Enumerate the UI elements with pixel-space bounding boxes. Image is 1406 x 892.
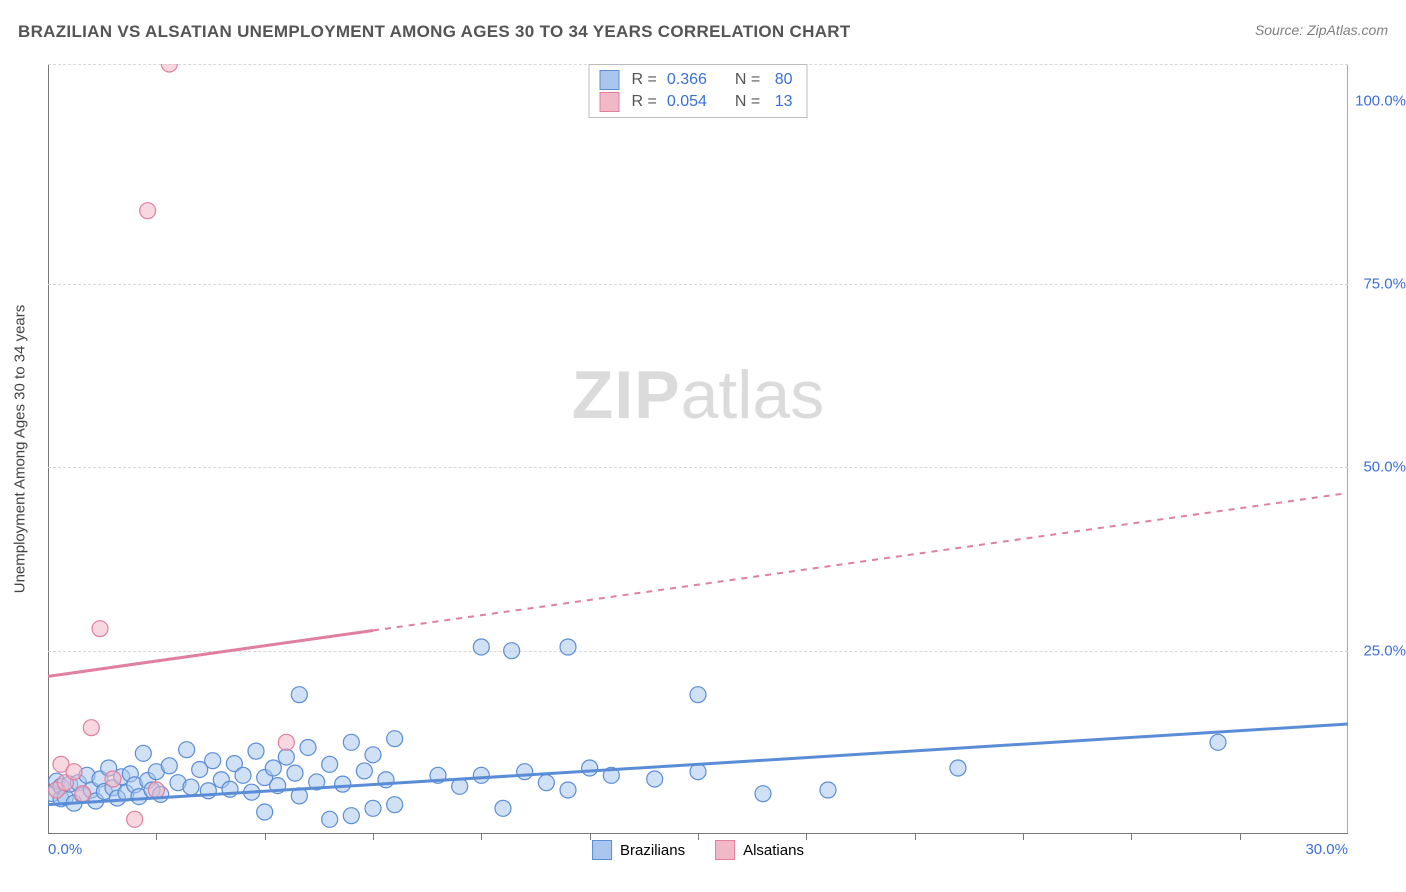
scatter-point bbox=[161, 64, 177, 72]
scatter-point bbox=[504, 643, 520, 659]
x-tick-mark bbox=[156, 834, 157, 840]
legend-r-label: R = bbox=[632, 71, 657, 89]
y-tick-label: 100.0% bbox=[1355, 92, 1406, 109]
scatter-point bbox=[473, 767, 489, 783]
legend-item: Brazilians bbox=[592, 840, 685, 860]
scatter-point bbox=[205, 753, 221, 769]
scatter-point bbox=[335, 776, 351, 792]
scatter-point bbox=[495, 800, 511, 816]
y-axis-label: Unemployment Among Ages 30 to 34 years bbox=[12, 305, 29, 594]
scatter-point bbox=[287, 765, 303, 781]
legend-label: Alsatians bbox=[743, 842, 804, 859]
scatter-point bbox=[365, 747, 381, 763]
x-tick-label: 0.0% bbox=[48, 841, 82, 858]
scatter-point bbox=[473, 639, 489, 655]
legend-row: R = 0.366 N = 80 bbox=[600, 69, 793, 91]
scatter-point bbox=[235, 767, 251, 783]
x-tick-label: 30.0% bbox=[1305, 841, 1348, 858]
scatter-point bbox=[265, 760, 281, 776]
scatter-svg bbox=[48, 64, 1348, 834]
y-tick-label: 50.0% bbox=[1363, 459, 1406, 476]
scatter-point bbox=[183, 779, 199, 795]
x-tick-mark bbox=[806, 834, 807, 840]
scatter-point bbox=[278, 749, 294, 765]
scatter-point bbox=[356, 763, 372, 779]
scatter-point bbox=[755, 786, 771, 802]
x-tick-mark bbox=[915, 834, 916, 840]
legend-n-value: 13 bbox=[770, 93, 792, 111]
scatter-point bbox=[1210, 734, 1226, 750]
legend-item: Alsatians bbox=[715, 840, 804, 860]
source-attribution: Source: ZipAtlas.com bbox=[1255, 22, 1388, 38]
legend-n-label: N = bbox=[735, 93, 760, 111]
scatter-point bbox=[148, 782, 164, 798]
scatter-point bbox=[300, 739, 316, 755]
scatter-point bbox=[950, 760, 966, 776]
scatter-point bbox=[135, 745, 151, 761]
scatter-point bbox=[343, 808, 359, 824]
scatter-point bbox=[278, 734, 294, 750]
series-legend: Brazilians Alsatians bbox=[592, 840, 804, 860]
legend-r-value: 0.366 bbox=[667, 71, 707, 89]
x-tick-mark bbox=[1023, 834, 1024, 840]
x-tick-mark bbox=[481, 834, 482, 840]
scatter-point bbox=[179, 742, 195, 758]
scatter-point bbox=[105, 771, 121, 787]
scatter-point bbox=[560, 782, 576, 798]
scatter-point bbox=[66, 764, 82, 780]
scatter-point bbox=[248, 743, 264, 759]
x-tick-mark bbox=[1240, 834, 1241, 840]
legend-swatch bbox=[592, 840, 612, 860]
chart-plot-area: Unemployment Among Ages 30 to 34 years Z… bbox=[48, 64, 1348, 834]
scatter-point bbox=[538, 775, 554, 791]
x-tick-mark bbox=[373, 834, 374, 840]
scatter-point bbox=[387, 797, 403, 813]
scatter-point bbox=[322, 756, 338, 772]
scatter-point bbox=[83, 720, 99, 736]
legend-n-value: 80 bbox=[770, 71, 792, 89]
y-tick-label: 25.0% bbox=[1363, 642, 1406, 659]
trend-line bbox=[48, 631, 373, 677]
x-tick-mark bbox=[265, 834, 266, 840]
trend-line-dashed bbox=[373, 493, 1348, 631]
scatter-point bbox=[517, 764, 533, 780]
correlation-legend: R = 0.366 N = 80 R = 0.054 N = 13 bbox=[589, 64, 808, 118]
legend-label: Brazilians bbox=[620, 842, 685, 859]
scatter-point bbox=[127, 811, 143, 827]
legend-swatch bbox=[715, 840, 735, 860]
scatter-point bbox=[820, 782, 836, 798]
scatter-point bbox=[257, 804, 273, 820]
legend-r-value: 0.054 bbox=[667, 93, 707, 111]
scatter-point bbox=[92, 621, 108, 637]
scatter-point bbox=[582, 760, 598, 776]
scatter-point bbox=[75, 786, 91, 802]
legend-swatch bbox=[600, 70, 620, 90]
legend-row: R = 0.054 N = 13 bbox=[600, 91, 793, 113]
scatter-point bbox=[140, 203, 156, 219]
scatter-point bbox=[343, 734, 359, 750]
trend-line bbox=[48, 724, 1348, 805]
scatter-point bbox=[322, 811, 338, 827]
y-tick-label: 75.0% bbox=[1363, 276, 1406, 293]
scatter-point bbox=[560, 639, 576, 655]
x-tick-mark bbox=[1131, 834, 1132, 840]
scatter-point bbox=[690, 687, 706, 703]
legend-swatch bbox=[600, 92, 620, 112]
scatter-point bbox=[291, 687, 307, 703]
chart-title: BRAZILIAN VS ALSATIAN UNEMPLOYMENT AMONG… bbox=[18, 22, 1388, 42]
scatter-point bbox=[647, 771, 663, 787]
legend-r-label: R = bbox=[632, 93, 657, 111]
scatter-point bbox=[387, 731, 403, 747]
x-tick-mark bbox=[590, 834, 591, 840]
scatter-point bbox=[161, 758, 177, 774]
scatter-point bbox=[365, 800, 381, 816]
legend-n-label: N = bbox=[735, 71, 760, 89]
